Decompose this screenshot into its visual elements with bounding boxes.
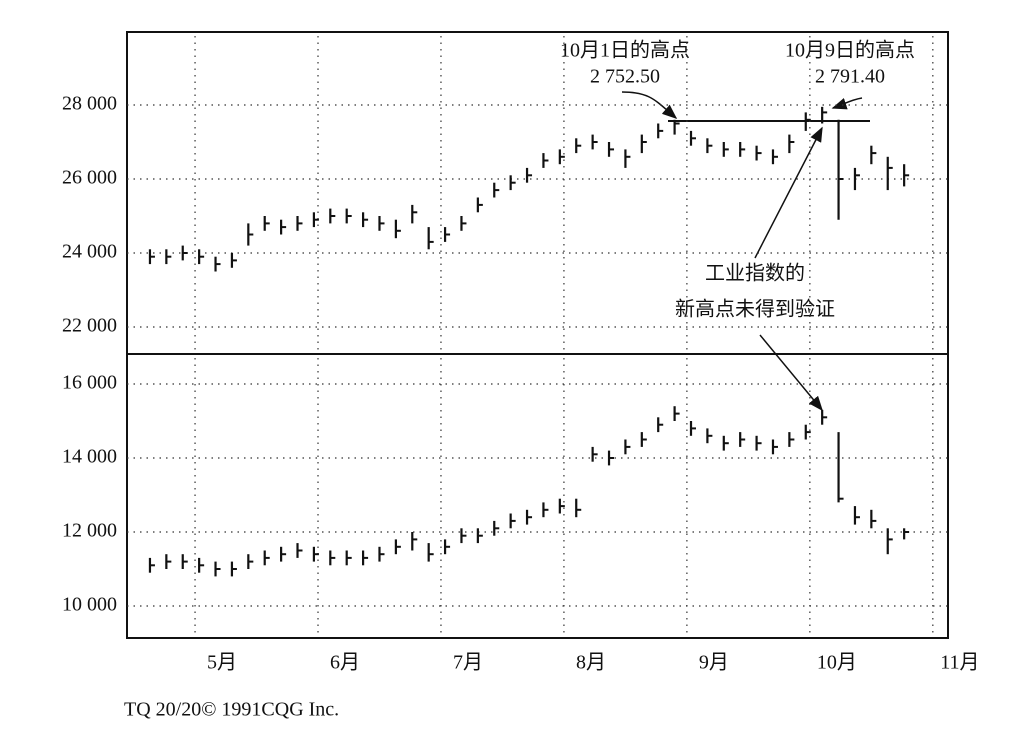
y-tick-label: 14 000 bbox=[62, 446, 117, 468]
plot-frame bbox=[126, 31, 949, 639]
y-tick-label: 24 000 bbox=[62, 241, 117, 263]
arrow bbox=[621, 91, 678, 119]
annotation: 工业指数的 bbox=[705, 262, 805, 285]
source-note: TQ 20/20© 1991CQG Inc. bbox=[124, 699, 339, 721]
y-tick-label: 22 000 bbox=[62, 315, 117, 337]
annotation: 2 752.50 bbox=[590, 66, 660, 88]
annotation: 新高点未得到验证 bbox=[675, 298, 835, 321]
y-tick-label: 26 000 bbox=[62, 167, 117, 189]
x-tick-label: 10月 bbox=[817, 652, 857, 674]
annotation: 2 791.40 bbox=[815, 66, 885, 88]
x-tick-label: 8月 bbox=[576, 652, 606, 674]
annotation: 10月9日的高点 bbox=[785, 39, 915, 62]
arrow bbox=[759, 334, 823, 412]
x-tick-label: 6月 bbox=[330, 652, 360, 674]
y-tick-label: 12 000 bbox=[62, 520, 117, 542]
x-tick-label: 11月 bbox=[940, 652, 979, 674]
y-tick-label: 10 000 bbox=[62, 594, 117, 616]
arrow bbox=[754, 126, 823, 259]
x-tick-label: 5月 bbox=[207, 652, 237, 674]
y-tick-label: 28 000 bbox=[62, 93, 117, 115]
y-tick-label: 16 000 bbox=[62, 372, 117, 394]
x-tick-label: 9月 bbox=[699, 652, 729, 674]
x-tick-label: 7月 bbox=[453, 652, 483, 674]
annotation: 10月1日的高点 bbox=[560, 39, 690, 62]
arrow bbox=[831, 97, 863, 110]
